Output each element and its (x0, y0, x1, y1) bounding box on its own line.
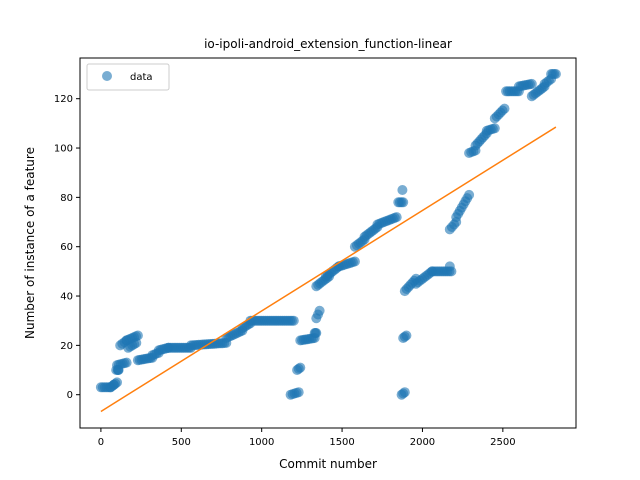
legend-marker-data (102, 71, 112, 81)
data-point (499, 103, 510, 114)
legend: data (86, 63, 170, 91)
fit-line (100, 126, 557, 413)
y-tick-label: 40 (60, 292, 73, 303)
y-tick-label: 0 (67, 390, 73, 401)
y-axis: 0 20 40 60 80 100 120 (54, 94, 80, 401)
x-tick-label: 0 (98, 437, 104, 448)
y-tick-label: 100 (54, 144, 73, 155)
plot-area (79, 57, 577, 429)
x-tick-label: 500 (172, 437, 191, 448)
data-point (295, 362, 306, 373)
x-tick-label: 2000 (410, 437, 435, 448)
legend-box (86, 63, 170, 91)
data-point (314, 305, 325, 316)
y-tick-label: 60 (60, 242, 73, 253)
data-point (444, 261, 455, 272)
x-tick-label: 2500 (490, 437, 515, 448)
data-point (131, 337, 142, 348)
chart-title: io-ipoli-android_extension_function-line… (204, 37, 452, 51)
y-tick-label: 120 (54, 94, 73, 105)
y-axis-title: Number of instance of a feature (23, 147, 37, 339)
x-tick-label: 1500 (329, 437, 354, 448)
y-tick-label: 20 (60, 341, 73, 352)
data-point (401, 330, 412, 341)
data-point (349, 256, 360, 267)
data-point (112, 377, 122, 388)
x-axis-title: Commit number (279, 457, 377, 471)
data-point (293, 387, 304, 398)
data-point (550, 69, 561, 79)
data-point (288, 315, 299, 326)
x-tick-label: 1000 (249, 437, 274, 448)
data-point (489, 123, 500, 134)
x-axis: 0 500 1000 1500 2000 2500 (98, 428, 516, 448)
data-point (398, 197, 409, 208)
data-point (464, 189, 475, 200)
data-point (391, 212, 402, 223)
data-point (526, 78, 537, 89)
data-point (399, 387, 410, 398)
data-point (397, 185, 408, 195)
data-point (311, 328, 322, 338)
data-point (121, 357, 132, 368)
legend-label-data: data (130, 72, 153, 83)
plot-frame (79, 57, 577, 429)
y-tick-label: 80 (60, 193, 73, 204)
data-point (111, 365, 122, 375)
data-layer (95, 69, 561, 413)
